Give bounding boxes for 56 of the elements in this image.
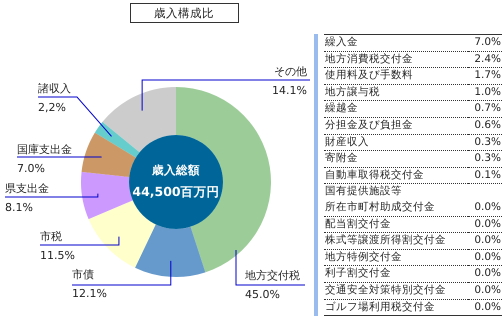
text: 0.0% [474, 267, 501, 280]
data-label: 45.0% [245, 288, 280, 301]
category-label: 繰越金 [324, 100, 468, 118]
text: 1.7% [474, 69, 501, 82]
text: 0.1% [474, 168, 501, 181]
category-label: 地方消費税交付金 [324, 51, 468, 68]
donut-slice [82, 132, 136, 177]
text: 0.0% [474, 284, 501, 296]
slice-label: その他 [274, 65, 307, 78]
category-label: 使用料及び手数料 [324, 68, 468, 84]
donut-slice [88, 200, 156, 268]
text: 0.0% [474, 234, 501, 246]
category-label: 繰入金 [324, 34, 468, 52]
donut-slice [81, 172, 133, 220]
text: 1.0% [474, 86, 501, 98]
text: 0.0% [474, 300, 501, 312]
text: 0.3% [474, 136, 501, 148]
category-label: 配当割交付金 [324, 216, 468, 233]
donut-slice [102, 87, 176, 152]
slice-label: 諸収入 [38, 82, 71, 95]
slice-label: 県支出金 [5, 182, 49, 195]
text: 2.4% [474, 52, 501, 65]
category-label: 寄附金 [324, 150, 468, 168]
category-label: 財産収入 [324, 134, 468, 151]
donut-slice [94, 122, 140, 158]
category-label: 所在市町村助成交付金 [324, 200, 468, 216]
category-label: 地方特例交付金 [324, 249, 468, 266]
category-label: ゴルフ場利用税交付金 [324, 299, 468, 316]
text: 0.7% [474, 102, 501, 114]
category-label: 分担金及び負担金 [324, 117, 468, 134]
data-label: 7.0% [17, 162, 45, 175]
chart-title: 歳入構成比 [154, 6, 214, 20]
category-label: 株式等譲渡所得割交付金 [324, 232, 468, 250]
slice-label: 市債 [72, 268, 94, 281]
data-label: 12.1% [72, 287, 107, 300]
text: 0.3% [474, 152, 501, 164]
data-label: 8.1% [5, 201, 33, 214]
slice-label: 国庫支出金 [17, 143, 72, 156]
category-label: 交通安全対策特別交付金 [324, 282, 468, 299]
data-label: 14.1% [272, 84, 307, 97]
text: 0.0% [474, 250, 501, 263]
text: 44,500百万円 [132, 184, 220, 199]
text: 7.0% [474, 36, 501, 48]
category-label: 国有提供施設等 [324, 184, 403, 200]
category-label: 利子割交付金 [324, 266, 468, 282]
text: 0.6% [474, 118, 501, 131]
donut-slice [135, 224, 206, 277]
category-label: 地方譲与税 [324, 84, 468, 101]
data-label: 2,2% [38, 101, 66, 114]
slice-label: 市税 [40, 230, 62, 243]
slice-label: 地方交付税 [244, 269, 300, 282]
text: 0.0% [474, 218, 501, 230]
text: 0.0% [474, 200, 501, 213]
category-label: 自動車取得税交付金 [324, 167, 468, 184]
text: 歳入総額 [151, 163, 200, 177]
data-label: 11.5% [40, 249, 75, 262]
